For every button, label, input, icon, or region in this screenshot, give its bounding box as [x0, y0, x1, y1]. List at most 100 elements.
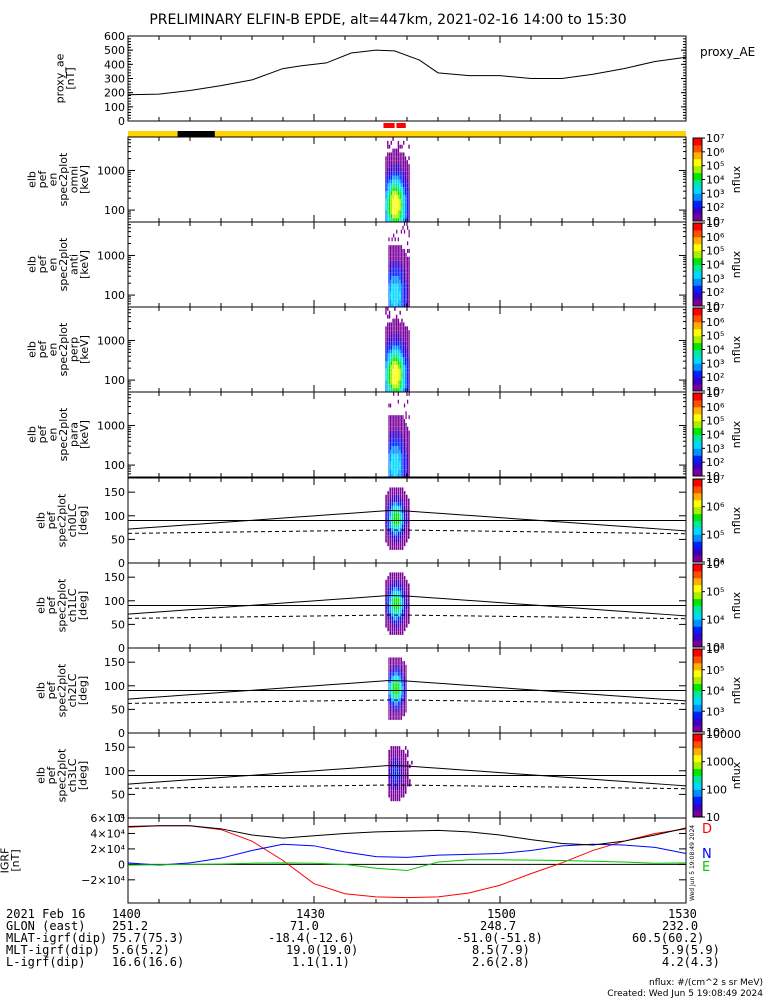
pitch-angle-cell — [400, 768, 403, 772]
pitch-angle-cell — [408, 616, 410, 621]
pitch-angle-cell — [392, 746, 395, 750]
spectrogram-cell — [406, 334, 408, 338]
spectrogram-cell — [408, 256, 410, 261]
spectrogram-cell — [385, 167, 387, 172]
spectrogram-cell — [407, 430, 409, 435]
pitch-angle-cell — [385, 535, 387, 539]
spectrogram-cell — [397, 214, 400, 219]
spectrogram-cell — [403, 276, 406, 280]
spectrogram-cell — [406, 376, 408, 381]
spectrogram-cell — [401, 364, 403, 369]
spectrogram-cell — [389, 469, 392, 474]
pitch-angle-cell — [402, 690, 404, 695]
spectrogram-cell — [402, 473, 404, 477]
spectrogram-cell — [408, 465, 410, 470]
colorbar-tick-label: 10⁵ — [706, 586, 724, 599]
pitch-angle-cell — [391, 594, 394, 599]
spectrogram-cell — [397, 422, 399, 427]
colorbar-tick-label: 10² — [706, 456, 724, 469]
spectrogram-cell — [402, 268, 404, 273]
spectrogram-cell — [390, 326, 393, 331]
spectrogram-cell — [408, 303, 410, 307]
pitch-angle-cell — [393, 531, 396, 536]
spectrogram-cell — [393, 392, 395, 396]
pitch-angle-cell — [393, 516, 396, 521]
spectrogram-cell — [408, 388, 410, 392]
pitch-angle-cell — [391, 491, 394, 495]
spectrogram-cell — [403, 299, 406, 304]
spectrogram-cell — [403, 334, 405, 338]
spectrogram-cell — [397, 295, 399, 300]
pitch-angle-cell — [400, 712, 402, 717]
colorbar-cell — [693, 541, 702, 549]
pitch-angle-cell — [400, 701, 402, 706]
pitch-angle-cell — [390, 768, 393, 772]
spectrogram-cell — [388, 303, 390, 307]
spectrogram-cell — [392, 156, 394, 161]
spectrogram-cell — [403, 252, 406, 257]
colorbar-cell — [693, 479, 702, 487]
pitch-angle-cell — [397, 502, 400, 506]
spectrogram-cell — [407, 449, 409, 454]
spectrogram-cell — [407, 291, 409, 296]
colorbar-cell — [693, 789, 702, 797]
spectrogram-cell — [401, 191, 403, 195]
pitch-angle-cell — [385, 590, 387, 595]
spectrogram-cell — [397, 167, 400, 172]
colorbar-tick-label: 10 — [706, 385, 720, 398]
spectrogram-cell — [403, 457, 406, 462]
pitch-angle-cell — [402, 701, 404, 706]
spectrogram-cell — [388, 384, 391, 389]
pitch-angle-cell — [392, 779, 395, 783]
spectrogram-cell — [394, 295, 396, 300]
spectrogram-cell — [404, 337, 407, 342]
pitch-angle-cell — [396, 683, 398, 687]
spectrogram-cell — [388, 164, 391, 168]
panels: 0100200300400500600proxy_ae[nT]proxy_AE1… — [0, 30, 755, 904]
spectrogram-cell — [394, 465, 396, 470]
pitch-angle-cell — [399, 616, 402, 621]
spectrogram-cell — [388, 434, 390, 439]
pitch-angle-cell — [403, 583, 406, 588]
pitch-angle-cell — [393, 664, 395, 669]
pitch-angle-cell — [391, 572, 394, 577]
pitch-angle-cell — [388, 694, 390, 698]
pitch-angle-cell — [403, 579, 406, 584]
spectrogram-cell — [388, 353, 391, 358]
pitch-angle-cell — [401, 494, 404, 499]
spectrogram-cell — [393, 422, 395, 427]
pitch-angle-cell — [389, 627, 391, 632]
spectrogram-cell — [401, 171, 403, 176]
pitch-angle-cell — [389, 531, 391, 536]
colorbar-cell — [693, 448, 702, 456]
pitch-angle-cell — [395, 605, 398, 610]
pitch-angle-cell — [399, 609, 402, 613]
spectrogram-cell — [397, 473, 399, 477]
pitch-angle-cell — [389, 675, 392, 680]
spectrogram-cell — [387, 202, 389, 207]
pitch-angle-cell — [395, 579, 398, 584]
pitch-angle-cell — [387, 524, 389, 528]
y-axis-label: pef — [36, 255, 49, 274]
pitch-angle-cell — [385, 509, 387, 514]
spectrogram-cell — [389, 465, 392, 470]
spectrogram-cell — [394, 364, 396, 369]
spectrogram-cell — [390, 210, 393, 215]
y-axis-label: ch1LC — [66, 588, 79, 622]
pitch-angle-cell — [389, 686, 392, 691]
pitch-angle-cell — [394, 683, 396, 687]
spectrogram-cell — [399, 364, 401, 369]
pitch-angle-cell — [395, 546, 398, 550]
colorbar-tick-label: 10⁷ — [706, 473, 724, 486]
pitch-angle-cell — [388, 705, 390, 709]
spectrogram-cell — [408, 330, 410, 335]
pitch-angle-cell — [402, 779, 405, 783]
pitch-angle-cell — [391, 524, 394, 528]
spectrogram-cell — [393, 245, 395, 250]
spectrogram-cell — [389, 449, 392, 454]
spectrogram-cell — [388, 438, 390, 443]
pitch-angle-cell — [389, 601, 391, 606]
spectrogram-cell — [387, 330, 389, 335]
spectrogram-cell — [405, 268, 407, 273]
pitch-angle-cell — [389, 623, 391, 628]
